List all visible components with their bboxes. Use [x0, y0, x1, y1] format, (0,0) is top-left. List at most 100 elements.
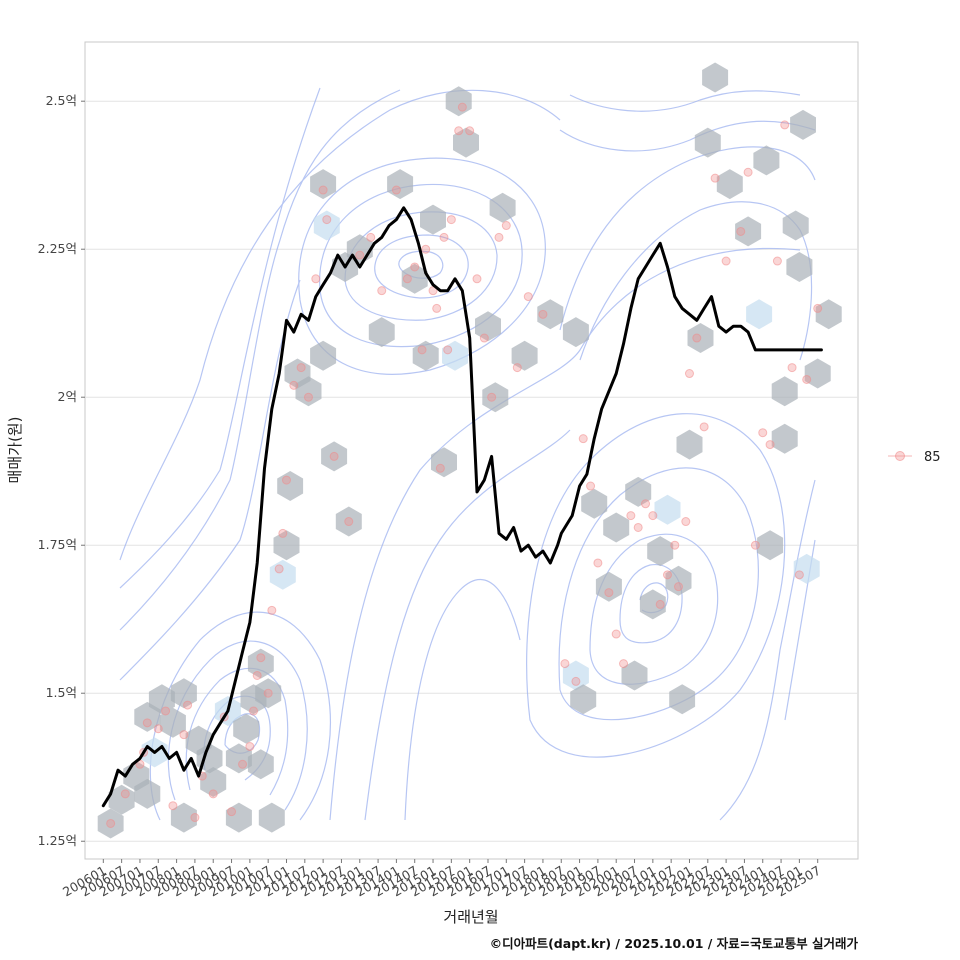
data-point	[633, 522, 643, 532]
y-tick-label: 1.25억	[38, 833, 77, 848]
hexbin-cell	[757, 530, 784, 561]
x-axis-title: 거래년월	[443, 908, 498, 926]
data-point	[439, 232, 449, 242]
data-point	[318, 185, 328, 195]
hexbin-cell	[310, 340, 337, 371]
hexbin-cell	[716, 169, 743, 200]
hexbin-cell	[225, 743, 252, 774]
trend-line	[101, 206, 823, 808]
hexbin-cell	[676, 429, 703, 460]
hexbin-cell	[313, 210, 340, 241]
hexbin-cell	[445, 86, 472, 117]
data-point	[472, 274, 482, 284]
contour-line	[374, 234, 469, 299]
data-point	[238, 759, 248, 769]
hexbin-cell	[258, 802, 285, 833]
contour-line	[569, 90, 801, 112]
hexbin-cell	[570, 684, 597, 715]
hexbin-cell	[401, 263, 428, 294]
hexbin-cell	[621, 660, 648, 691]
legend-key-point	[895, 451, 905, 461]
hexbin-cell	[581, 488, 608, 519]
data-point	[281, 475, 291, 485]
hexbin-cell	[108, 784, 135, 815]
data-point	[578, 434, 588, 444]
data-point	[538, 309, 548, 319]
trend-line-layer	[101, 206, 823, 808]
hexbin-cell	[387, 169, 414, 200]
contour-line	[119, 89, 401, 631]
hexbin-cell	[746, 299, 773, 330]
data-point	[758, 428, 768, 438]
hexbin-cell	[442, 340, 468, 371]
contour-line	[119, 89, 561, 561]
legend: 85	[888, 450, 941, 465]
data-point	[432, 303, 442, 313]
hexbin-cell	[815, 299, 842, 330]
hexbin-cell	[562, 660, 589, 691]
data-point	[560, 659, 570, 669]
hexbin-cell	[782, 210, 809, 241]
contour-line	[364, 429, 571, 821]
data-point	[153, 724, 163, 734]
data-point	[780, 120, 790, 130]
hexbin-cell	[603, 512, 630, 543]
hexbin-layer	[97, 62, 842, 839]
hexbin-cell	[247, 648, 274, 679]
data-point	[593, 558, 603, 568]
hexbin-cell	[420, 204, 446, 235]
data-point	[190, 813, 200, 823]
hexbin-cell	[771, 376, 798, 407]
data-point	[604, 588, 614, 598]
hexbin-cell	[702, 62, 729, 93]
hexbin-cell	[786, 252, 813, 282]
data-point	[655, 599, 665, 609]
hexbin-cell	[170, 802, 197, 833]
data-point	[355, 250, 365, 260]
hexbin-cell	[489, 192, 516, 223]
hexbin-cell	[200, 767, 227, 797]
data-point	[252, 670, 262, 680]
data-point	[501, 221, 511, 231]
data-point	[245, 742, 255, 752]
data-point	[267, 605, 277, 615]
contour-line	[119, 87, 321, 589]
y-tick-label: 1.75억	[38, 537, 77, 552]
data-point	[454, 126, 464, 136]
data-point	[344, 517, 354, 527]
hexbin-cell	[431, 447, 457, 478]
hexbin-cell	[753, 145, 780, 176]
hexbin-cell	[277, 471, 304, 501]
data-point	[303, 392, 313, 402]
data-point	[586, 481, 596, 491]
data-point	[329, 451, 339, 461]
y-tick-label: 2억	[58, 389, 77, 404]
y-axis-title: 매매가(원)	[6, 417, 24, 484]
data-point	[736, 226, 746, 236]
contour-line	[558, 467, 759, 721]
contour-line	[559, 120, 816, 152]
data-point	[802, 374, 812, 384]
data-point	[765, 440, 775, 450]
data-point	[421, 244, 431, 254]
data-point	[457, 102, 467, 112]
hexbin-cell	[170, 678, 197, 709]
hexbin-cell	[595, 571, 622, 602]
hexbin-cell	[368, 317, 395, 348]
data-point	[692, 333, 702, 343]
points-layer	[106, 102, 823, 828]
data-point	[106, 818, 116, 828]
data-point	[699, 422, 709, 432]
data-point	[296, 363, 306, 373]
data-point	[813, 303, 823, 313]
data-point	[465, 126, 475, 136]
data-point	[278, 528, 288, 538]
contour-line	[344, 211, 498, 321]
hexbin-cell	[790, 109, 816, 140]
data-point	[142, 718, 152, 728]
data-point	[684, 369, 694, 379]
data-point	[417, 345, 427, 355]
contour-line	[559, 146, 816, 331]
data-point	[377, 286, 387, 296]
contour-line	[298, 157, 546, 375]
